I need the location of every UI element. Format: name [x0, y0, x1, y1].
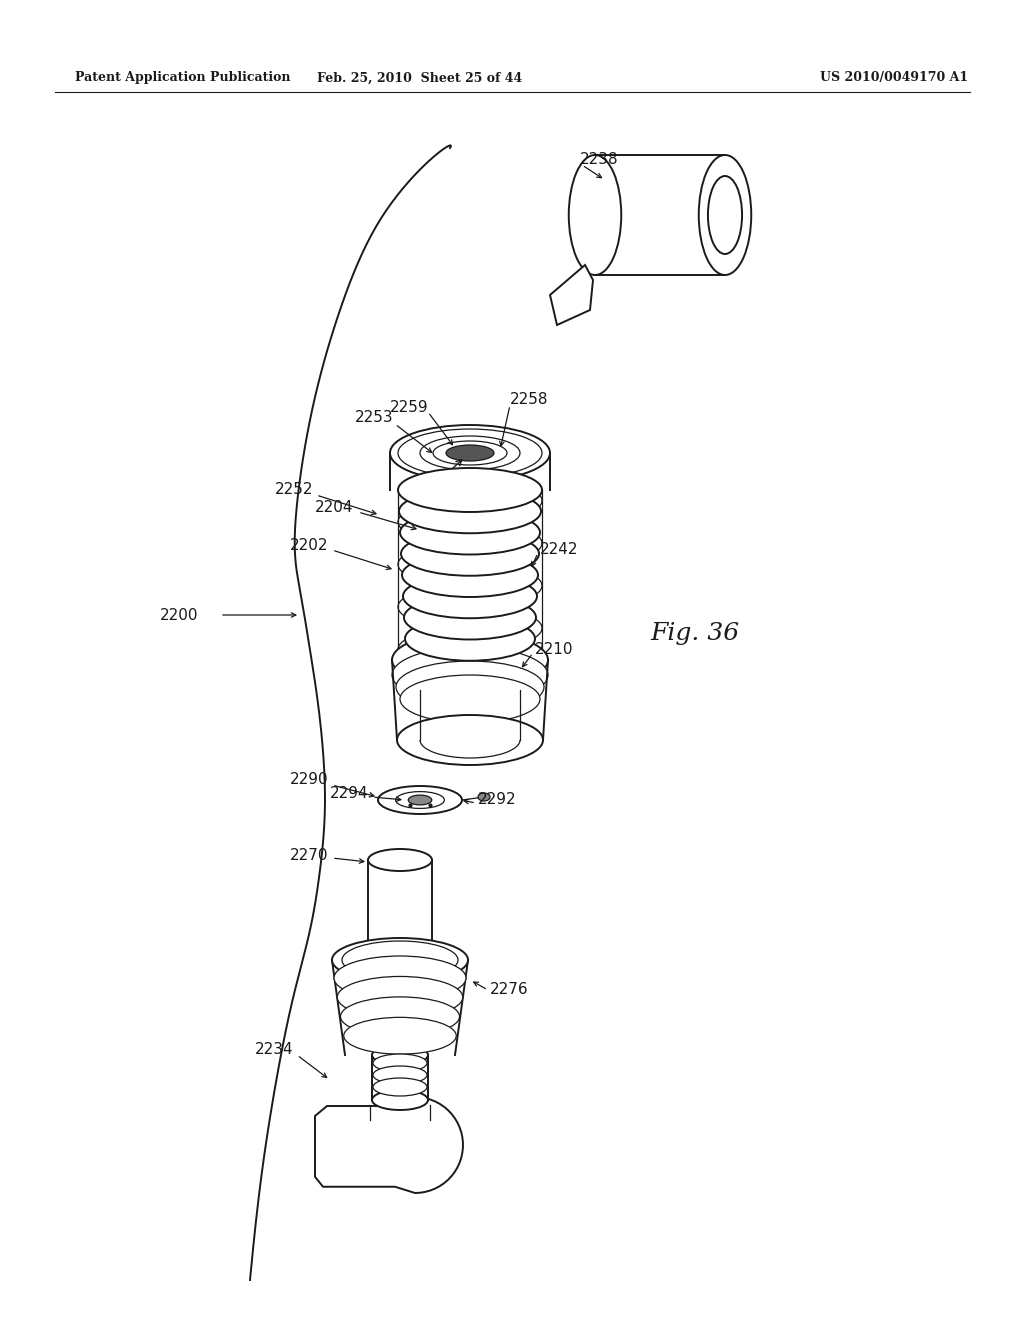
Ellipse shape — [478, 793, 490, 801]
Text: 2238: 2238 — [580, 153, 618, 168]
Ellipse shape — [372, 1090, 428, 1110]
Ellipse shape — [400, 511, 540, 554]
Ellipse shape — [400, 675, 540, 723]
Ellipse shape — [698, 154, 752, 275]
Text: Fig. 36: Fig. 36 — [650, 622, 739, 645]
Text: US 2010/0049170 A1: US 2010/0049170 A1 — [820, 71, 968, 84]
Text: 2292: 2292 — [478, 792, 517, 808]
Text: 2200: 2200 — [160, 607, 199, 623]
Ellipse shape — [390, 425, 550, 480]
Ellipse shape — [402, 553, 538, 597]
Ellipse shape — [395, 792, 444, 808]
Ellipse shape — [332, 939, 468, 982]
Ellipse shape — [392, 632, 548, 688]
Text: 2294: 2294 — [330, 785, 369, 800]
Ellipse shape — [373, 1078, 427, 1096]
Ellipse shape — [409, 795, 432, 805]
Ellipse shape — [342, 941, 458, 979]
Ellipse shape — [568, 154, 622, 275]
Text: 2204: 2204 — [315, 500, 353, 516]
Ellipse shape — [344, 1018, 457, 1055]
Ellipse shape — [397, 715, 543, 766]
Text: 2258: 2258 — [510, 392, 549, 408]
Ellipse shape — [403, 574, 537, 618]
Text: 2253: 2253 — [355, 411, 393, 425]
Text: 2259: 2259 — [390, 400, 429, 416]
Ellipse shape — [392, 647, 548, 704]
Text: Feb. 25, 2010  Sheet 25 of 44: Feb. 25, 2010 Sheet 25 of 44 — [317, 71, 522, 84]
Polygon shape — [550, 265, 593, 325]
Ellipse shape — [420, 436, 520, 470]
Ellipse shape — [404, 595, 536, 639]
Ellipse shape — [398, 469, 542, 512]
Text: 2252: 2252 — [275, 483, 313, 498]
Ellipse shape — [368, 849, 432, 871]
Ellipse shape — [378, 785, 462, 814]
Text: 2210: 2210 — [535, 643, 573, 657]
Ellipse shape — [406, 616, 535, 661]
Text: 2242: 2242 — [540, 543, 579, 557]
Ellipse shape — [341, 997, 460, 1036]
Text: Patent Application Publication: Patent Application Publication — [75, 71, 291, 84]
Ellipse shape — [406, 638, 534, 682]
Ellipse shape — [334, 956, 466, 1001]
Ellipse shape — [446, 445, 494, 461]
Text: 2276: 2276 — [490, 982, 528, 998]
Ellipse shape — [399, 490, 541, 533]
Ellipse shape — [373, 1053, 427, 1072]
Text: 2234: 2234 — [255, 1043, 294, 1057]
Ellipse shape — [337, 977, 463, 1018]
Ellipse shape — [396, 661, 544, 713]
Ellipse shape — [708, 176, 742, 253]
Text: 2202: 2202 — [290, 537, 329, 553]
Polygon shape — [315, 1097, 463, 1193]
Ellipse shape — [401, 532, 539, 576]
Ellipse shape — [373, 1067, 427, 1084]
Ellipse shape — [372, 1045, 428, 1065]
Ellipse shape — [433, 441, 507, 465]
Ellipse shape — [368, 949, 432, 972]
Ellipse shape — [398, 429, 542, 477]
Text: 2290: 2290 — [290, 772, 329, 788]
Text: 2270: 2270 — [290, 847, 329, 862]
